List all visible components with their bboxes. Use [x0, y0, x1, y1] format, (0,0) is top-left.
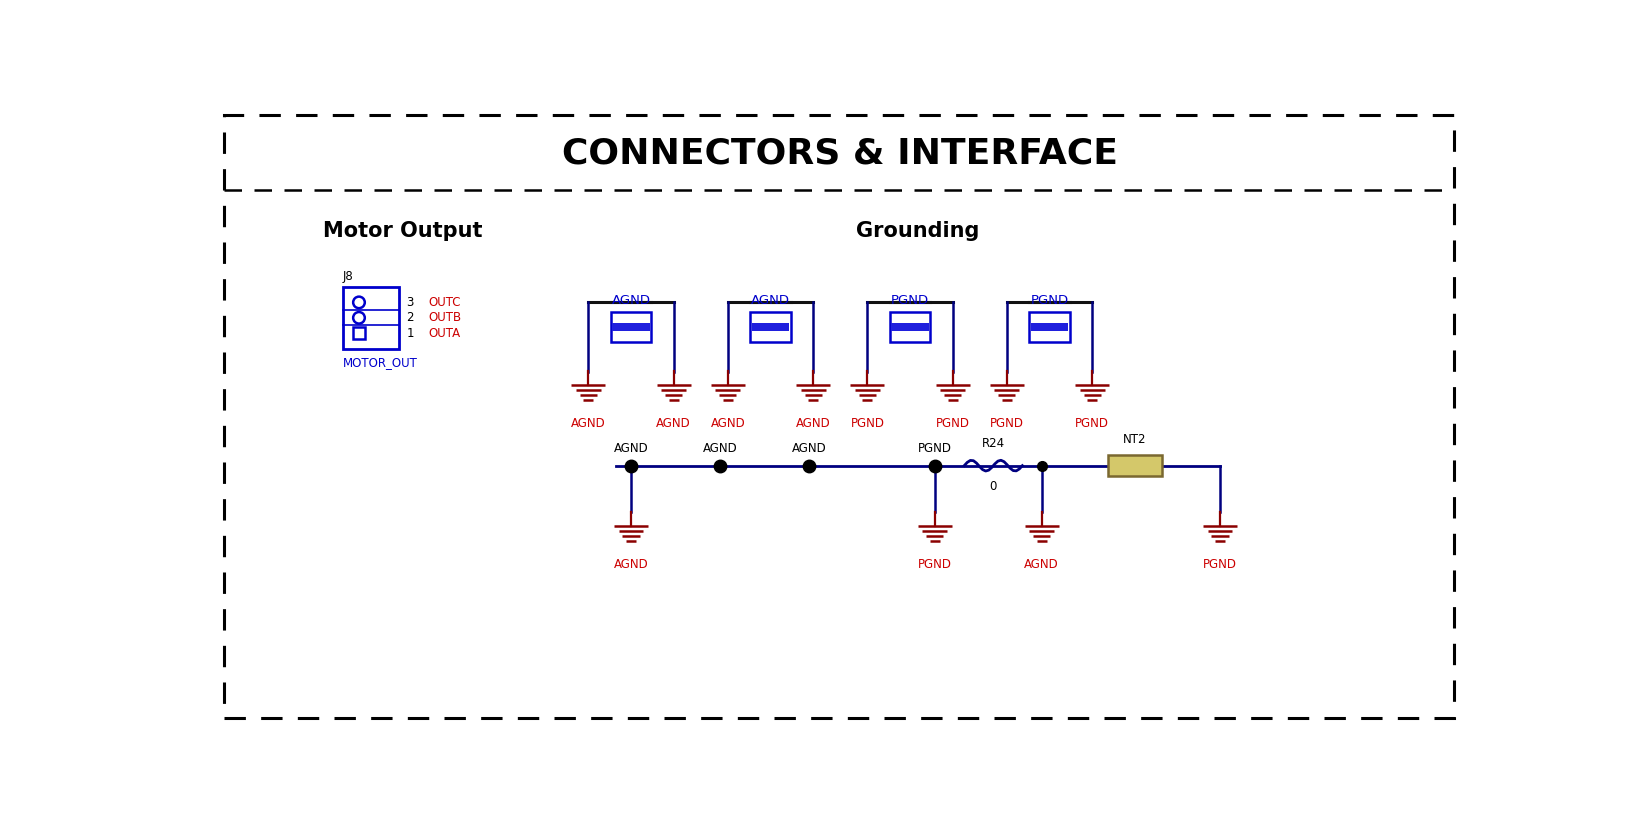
Text: AGND: AGND — [703, 442, 737, 455]
Text: NT2: NT2 — [1124, 434, 1147, 446]
Text: AGND: AGND — [796, 417, 830, 430]
Bar — [750, 312, 791, 342]
Text: Motor Output: Motor Output — [323, 221, 482, 241]
Text: AGND: AGND — [614, 442, 649, 455]
Text: PGND: PGND — [935, 417, 970, 430]
Text: PGND: PGND — [1202, 558, 1237, 571]
Text: OUTA: OUTA — [428, 327, 460, 339]
Text: 1: 1 — [406, 327, 414, 339]
Text: AGND: AGND — [711, 417, 745, 430]
Bar — [752, 323, 790, 331]
Text: AGND: AGND — [657, 417, 691, 430]
Bar — [1030, 323, 1068, 331]
Bar — [1107, 455, 1161, 477]
Bar — [891, 323, 929, 331]
Text: PGND: PGND — [1030, 294, 1068, 307]
Bar — [342, 287, 398, 349]
Bar — [1029, 312, 1070, 342]
Text: PGND: PGND — [917, 442, 952, 455]
Text: PGND: PGND — [917, 558, 952, 571]
Text: AGND: AGND — [1024, 558, 1060, 571]
Text: CONNECTORS & INTERFACE: CONNECTORS & INTERFACE — [562, 137, 1119, 171]
Text: OUTB: OUTB — [428, 311, 460, 325]
Text: AGND: AGND — [614, 558, 649, 571]
Text: 3: 3 — [406, 296, 414, 309]
Text: 2: 2 — [406, 311, 414, 325]
Text: AGND: AGND — [611, 294, 650, 307]
Text: R24: R24 — [981, 437, 1004, 450]
Bar — [613, 323, 650, 331]
Text: Grounding: Grounding — [857, 221, 980, 241]
Text: PGND: PGND — [989, 417, 1024, 430]
Text: AGND: AGND — [572, 417, 606, 430]
Text: PGND: PGND — [850, 417, 885, 430]
Text: OUTC: OUTC — [428, 296, 460, 309]
Text: PGND: PGND — [891, 294, 929, 307]
Text: AGND: AGND — [750, 294, 790, 307]
Text: J8: J8 — [342, 270, 354, 283]
Text: 0: 0 — [989, 480, 998, 492]
Bar — [354, 327, 365, 339]
Text: PGND: PGND — [1075, 417, 1109, 430]
Text: MOTOR_OUT: MOTOR_OUT — [342, 356, 418, 369]
Bar — [889, 312, 930, 342]
Bar — [611, 312, 652, 342]
Text: AGND: AGND — [791, 442, 827, 455]
